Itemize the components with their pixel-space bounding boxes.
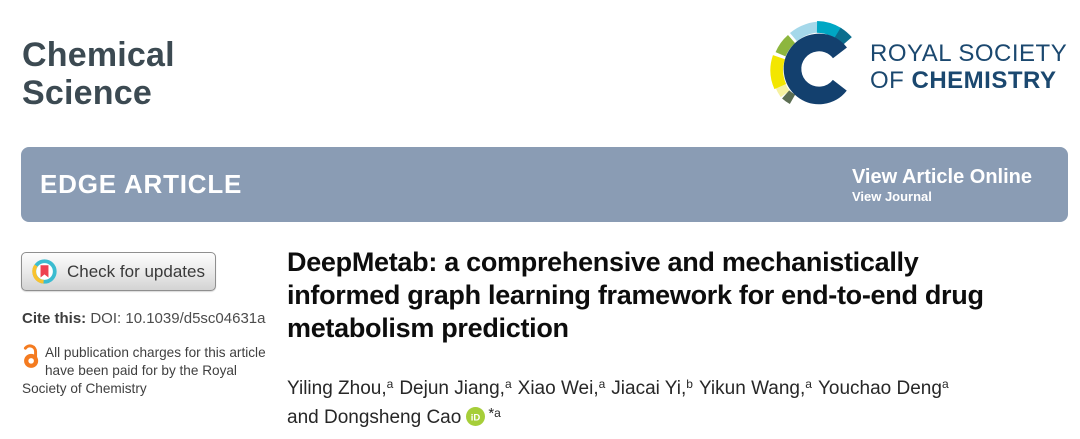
affiliation-marker: a xyxy=(598,377,606,391)
author-corresponding: and Dongsheng Cao iD *a xyxy=(287,404,501,428)
affiliation-marker: a xyxy=(941,377,949,391)
article-type-banner: EDGE ARTICLE View Article Online View Jo… xyxy=(21,147,1068,222)
rsc-c-mark-icon xyxy=(770,20,855,105)
open-access-text: All publication charges for this article… xyxy=(22,345,266,396)
crossmark-icon xyxy=(32,259,57,284)
view-journal-link[interactable]: View Journal xyxy=(851,188,932,204)
publisher-name-line2: OF CHEMISTRY xyxy=(870,67,1057,94)
open-access-note: All publication charges for this article… xyxy=(22,344,280,398)
article-title: DeepMetab: a comprehensive and mechanist… xyxy=(287,247,984,343)
check-for-updates-button[interactable]: Check for updates xyxy=(21,252,216,291)
check-for-updates-label: Check for updates xyxy=(67,261,205,281)
doi-value: DOI: 10.1039/d5sc04631a xyxy=(90,310,266,327)
author: Dejun Jiang,a xyxy=(399,377,512,399)
author: Youchao Denga xyxy=(817,377,949,399)
orcid-icon[interactable]: iD xyxy=(466,407,486,426)
journal-name-line1: Chemical xyxy=(22,36,175,74)
publisher-name-line1: ROYAL SOCIETY xyxy=(870,40,1068,67)
author: Jiacai Yi,b xyxy=(611,377,693,399)
cite-this-label: Cite this: xyxy=(22,310,87,327)
affiliation-marker: a xyxy=(386,377,394,391)
publisher-logo: ROYAL SOCIETY OF CHEMISTRY xyxy=(768,18,1067,116)
citation-line: Cite this: DOI: 10.1039/d5sc04631a xyxy=(22,310,265,327)
author: Yiling Zhou,a xyxy=(287,377,394,399)
author-list: Yiling Zhou,a Dejun Jiang,a Xiao Wei,a Jiac… xyxy=(287,374,1067,433)
affiliation-marker: a xyxy=(504,377,512,391)
article-type-label: EDGE ARTICLE xyxy=(40,169,243,199)
view-article-online-link[interactable]: View Article Online xyxy=(851,165,1032,188)
affiliation-marker: a xyxy=(805,377,812,391)
author: Yikun Wang,a xyxy=(698,377,812,399)
author: Xiao Wei,a xyxy=(517,377,606,399)
affiliation-marker: a xyxy=(494,406,501,420)
journal-name-line2: Science xyxy=(22,74,152,112)
journal-logo: Chemical Science xyxy=(22,36,175,112)
svg-text:iD: iD xyxy=(471,412,481,423)
open-access-icon xyxy=(23,344,39,368)
corresponding-author-marker: * xyxy=(488,404,495,422)
banner-links: View Article Online View Journal xyxy=(852,165,1032,205)
affiliation-marker: b xyxy=(686,377,693,391)
publisher-name: ROYAL SOCIETY OF CHEMISTRY xyxy=(870,40,1067,94)
